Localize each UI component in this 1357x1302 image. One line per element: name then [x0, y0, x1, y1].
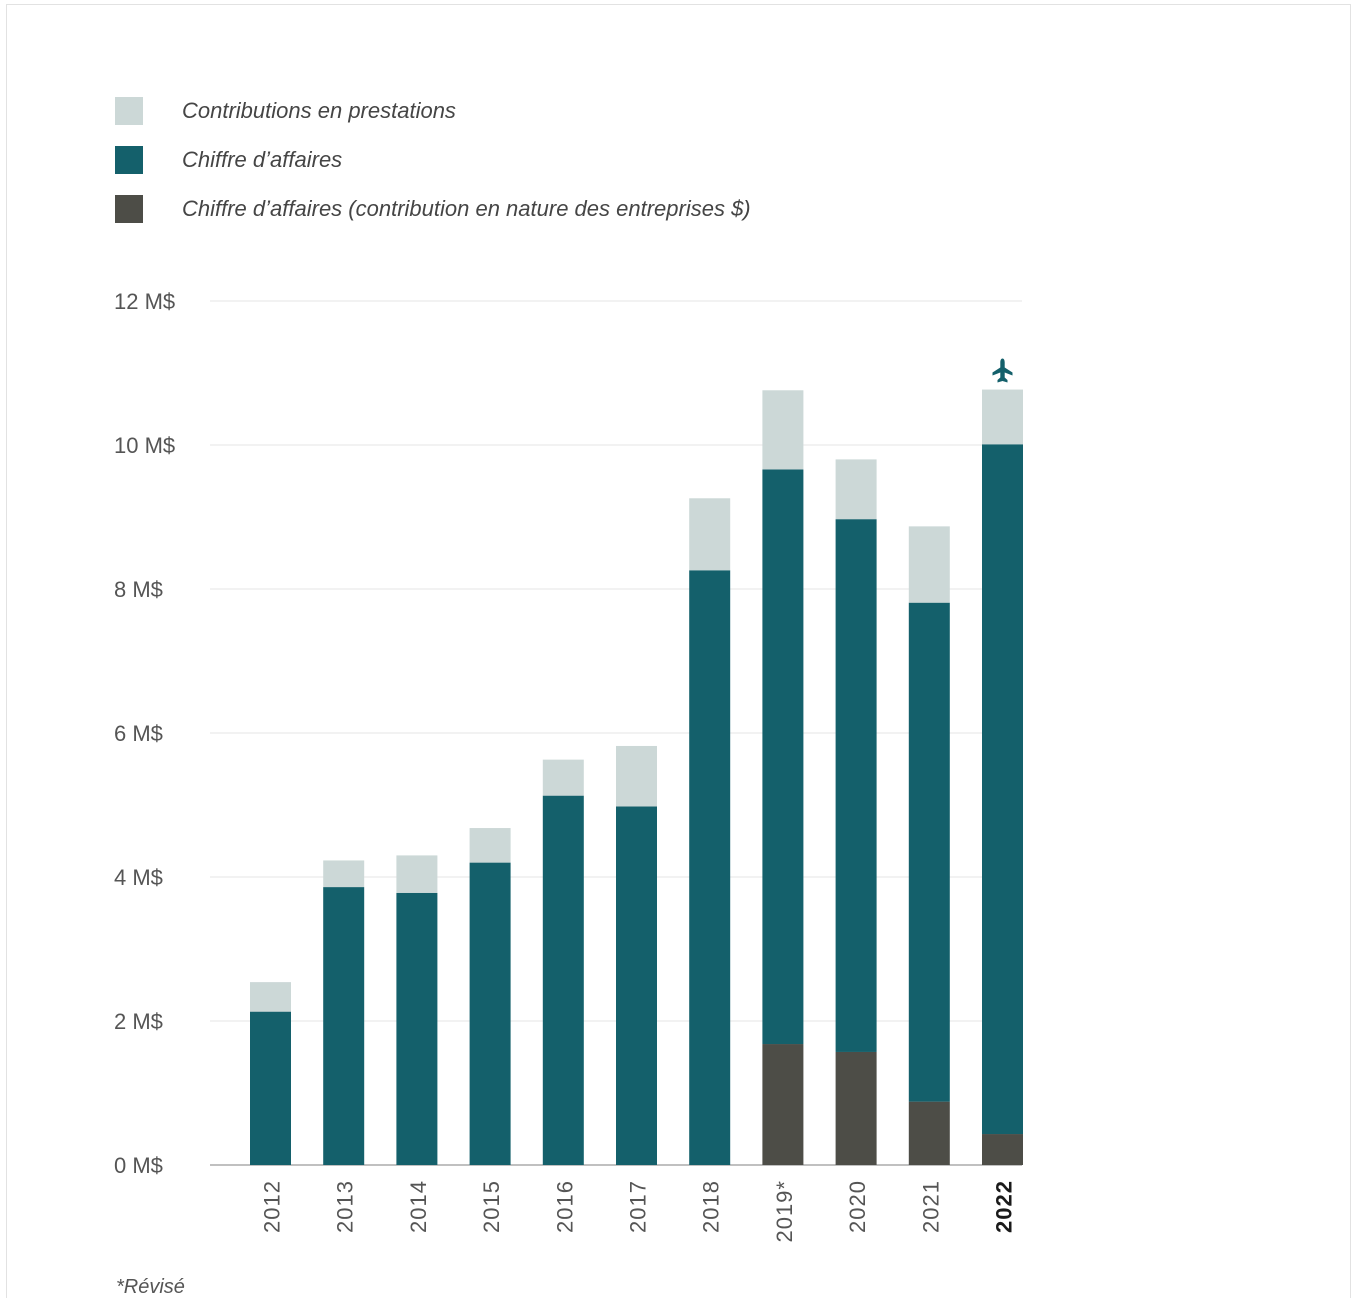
- x-tick-label: 2021: [918, 1180, 943, 1233]
- bar-segment-contributions-prestations: [469, 828, 511, 863]
- chart-legend: Contributions en prestations Chiffre d’a…: [115, 86, 751, 233]
- x-tick-label: 2014: [406, 1180, 431, 1233]
- legend-item-chiffre-affaires: Chiffre d’affaires: [115, 135, 751, 184]
- y-tick-label: 4 M$: [114, 865, 163, 890]
- bar-segment-chiffre-affaires: [250, 1011, 291, 1165]
- x-tick-label: 2019*: [772, 1180, 797, 1243]
- bar-segment-chiffre-affaires: [542, 795, 584, 1165]
- y-tick-label: 10 M$: [114, 433, 175, 458]
- bar-segment-chiffre-affaires: [469, 862, 511, 1165]
- legend-swatch-contributions: [115, 96, 143, 125]
- bar-segment-contribution-nature: [835, 1051, 877, 1165]
- legend-swatch-chiffre-affaires: [115, 145, 143, 174]
- bar-segment-contribution-nature: [762, 1044, 804, 1165]
- bar-segment-contributions-prestations: [908, 526, 950, 603]
- chart-frame: [6, 4, 1351, 1298]
- x-tick-label: 2012: [260, 1180, 285, 1233]
- legend-item-contributions: Contributions en prestations: [115, 86, 751, 135]
- x-tick-label: 2015: [479, 1180, 504, 1233]
- y-tick-label: 2 M$: [114, 1009, 163, 1034]
- legend-label-chiffre-affaires: Chiffre d’affaires: [182, 146, 343, 172]
- x-tick-label: 2016: [552, 1180, 577, 1233]
- bar-segment-chiffre-affaires: [762, 469, 804, 1045]
- y-tick-label: 8 M$: [114, 577, 163, 602]
- bar-segment-chiffre-affaires: [323, 887, 365, 1165]
- airplane-shape: [992, 358, 1013, 383]
- bar-segment-contributions-prestations: [323, 860, 365, 888]
- bar-segment-contributions-prestations: [542, 759, 584, 796]
- y-tick-label: 6 M$: [114, 721, 163, 746]
- bar-segment-contributions-prestations: [835, 459, 877, 520]
- bar-segment-chiffre-affaires: [616, 806, 657, 1165]
- x-tick-label: 2020: [845, 1180, 870, 1233]
- legend-item-contribution-nature: Chiffre d’affaires (contribution en natu…: [115, 184, 751, 233]
- bar-segment-contributions-prestations: [396, 855, 438, 893]
- bar-segment-contribution-nature: [908, 1101, 950, 1165]
- x-tick-label: 2013: [333, 1180, 358, 1233]
- bar-segment-chiffre-affaires: [396, 892, 438, 1165]
- x-tick-label: 2017: [626, 1180, 651, 1233]
- bar-segment-chiffre-affaires: [982, 444, 1023, 1135]
- x-tick-label: 2018: [699, 1180, 724, 1233]
- bar-segment-contributions-prestations: [762, 390, 804, 470]
- bar-segment-contributions-prestations: [982, 389, 1023, 445]
- airplane-icon: [992, 358, 1013, 383]
- y-tick-label: 0 M$: [114, 1153, 163, 1178]
- bar-segment-contributions-prestations: [616, 745, 657, 807]
- legend-label-contribution-nature: Chiffre d’affaires (contribution en natu…: [182, 195, 751, 221]
- bar-segment-chiffre-affaires: [835, 519, 877, 1052]
- y-tick-label: 12 M$: [114, 289, 175, 314]
- bar-segment-contributions-prestations: [250, 982, 291, 1012]
- bar-segment-contribution-nature: [982, 1134, 1023, 1165]
- bar-segment-chiffre-affaires: [689, 570, 731, 1165]
- bar-segment-contributions-prestations: [689, 498, 731, 571]
- legend-swatch-contribution-nature: [115, 194, 143, 223]
- footnote: *Révisé: [116, 1276, 185, 1298]
- x-tick-label: 2022: [992, 1180, 1017, 1233]
- bar-segment-chiffre-affaires: [908, 602, 950, 1102]
- legend-label-contributions: Contributions en prestations: [182, 97, 456, 123]
